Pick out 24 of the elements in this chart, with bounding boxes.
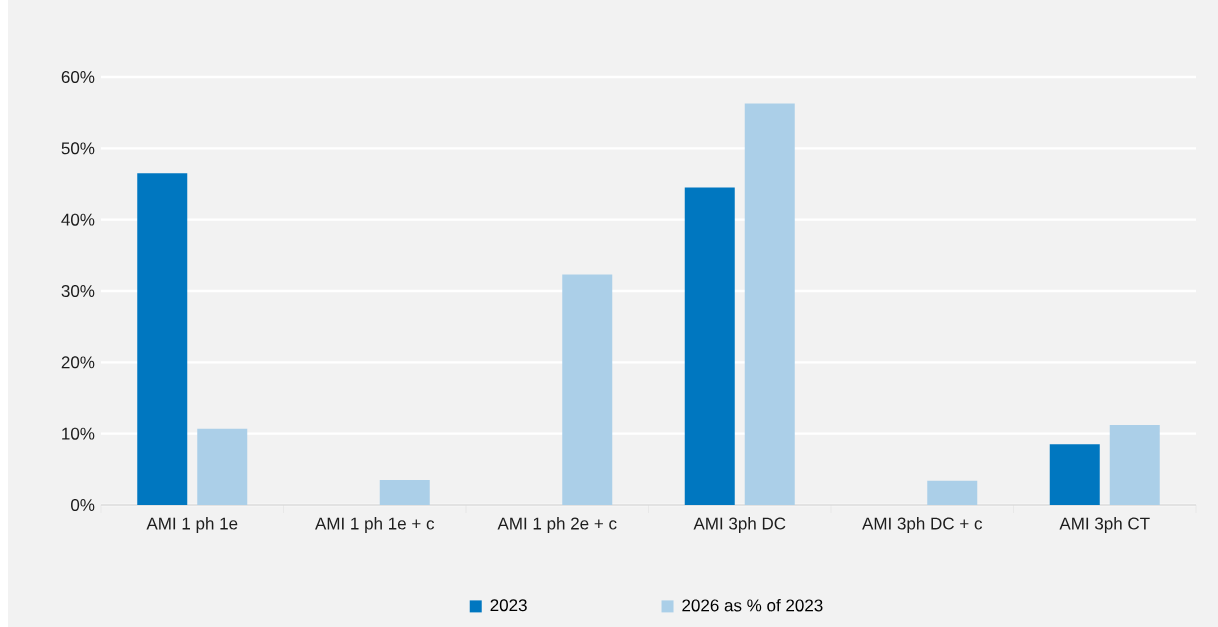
- bar: [927, 480, 978, 505]
- y-tick-label: 20%: [61, 356, 95, 369]
- y-tick-label: 40%: [61, 213, 95, 226]
- x-tick-label: AMI 3ph DC + c: [862, 517, 983, 533]
- x-tick-label: AMI 1 ph 1e + c: [315, 517, 435, 533]
- bar: [137, 173, 188, 505]
- legend-label: 2026 as % of 2023: [682, 598, 823, 612]
- bar: [684, 187, 735, 505]
- x-tick-label: AMI 3ph CT: [1059, 517, 1150, 533]
- bar: [562, 274, 613, 505]
- bar: [1109, 425, 1160, 505]
- legend-label: 2023: [490, 599, 527, 612]
- x-tick-label: AMI 1 ph 1e: [146, 517, 238, 533]
- x-tick-label: AMI 3ph DC: [693, 517, 786, 533]
- x-tick-label: AMI 1 ph 2e + c: [497, 517, 617, 533]
- y-tick-label: 30%: [61, 284, 95, 298]
- y-tick-label: 10%: [62, 427, 95, 440]
- y-tick-label: 0%: [71, 498, 95, 512]
- y-tick-label: 60%: [61, 70, 95, 84]
- bar: [744, 103, 795, 505]
- bar: [1049, 444, 1100, 505]
- y-tick-label: 50%: [61, 142, 95, 155]
- bar: [379, 480, 430, 505]
- bar: [197, 428, 248, 505]
